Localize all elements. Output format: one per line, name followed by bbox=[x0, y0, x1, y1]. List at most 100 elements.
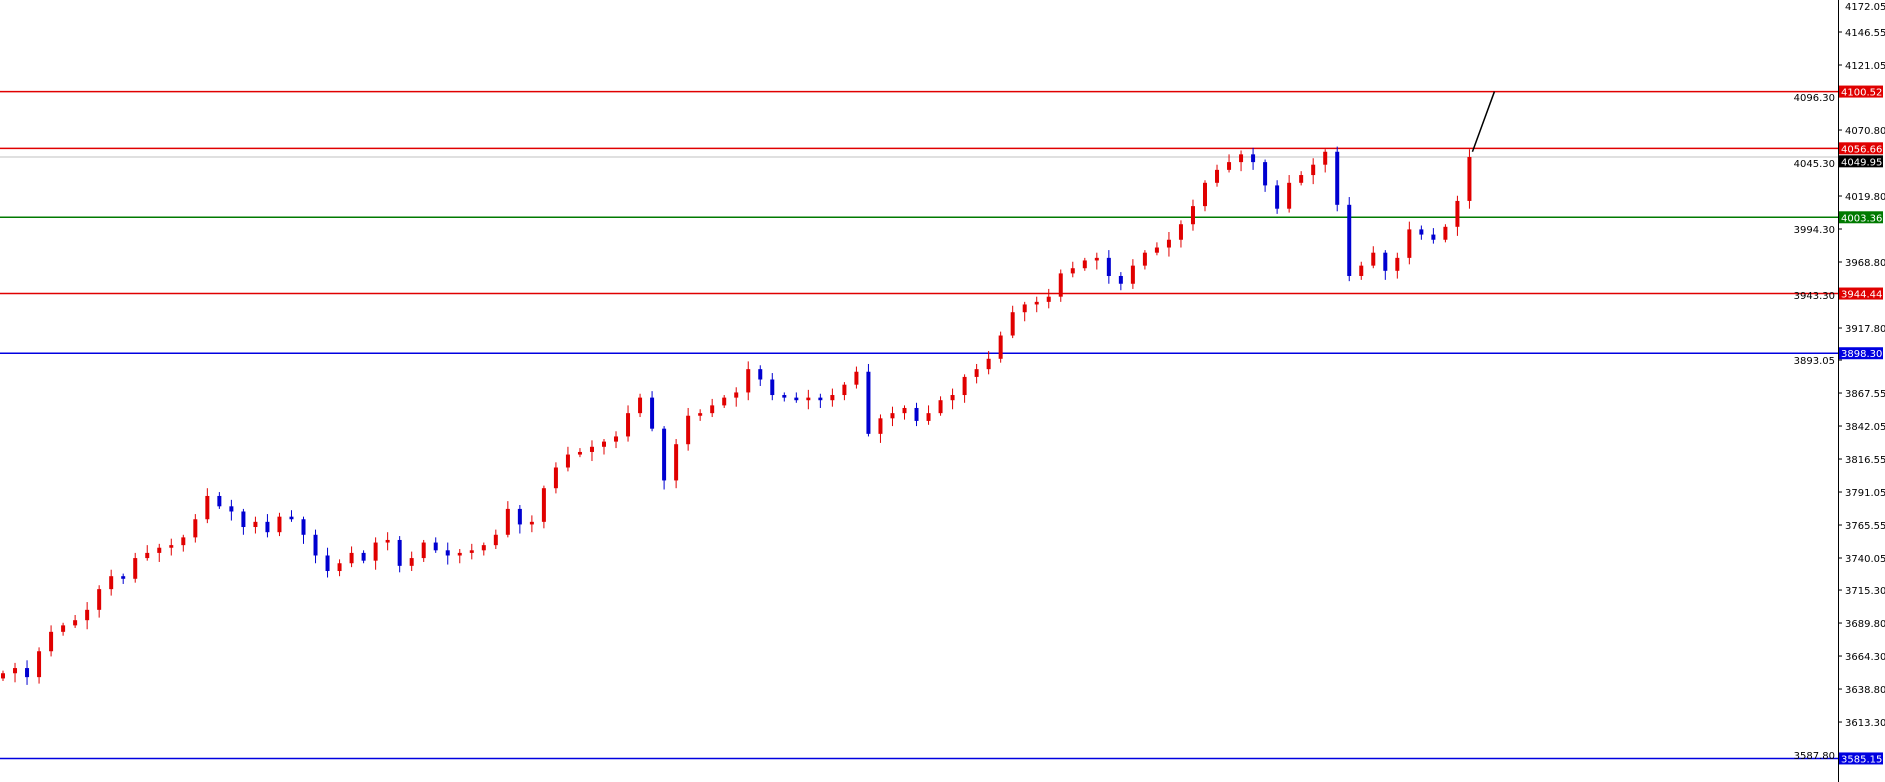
candle bbox=[1022, 301, 1027, 322]
candle bbox=[1311, 158, 1316, 185]
candle-body bbox=[373, 542, 378, 561]
candle bbox=[1263, 159, 1268, 192]
candle bbox=[121, 573, 126, 584]
candle bbox=[265, 514, 270, 538]
candle bbox=[205, 488, 210, 524]
candle bbox=[25, 660, 30, 685]
candle bbox=[1467, 149, 1472, 209]
candle-body bbox=[794, 397, 799, 401]
candle-body bbox=[301, 519, 306, 535]
candle-body bbox=[193, 519, 198, 538]
y-tick-label: 3842.05 bbox=[1845, 422, 1885, 433]
candle-body bbox=[553, 467, 558, 489]
candle bbox=[974, 363, 979, 384]
candle-body bbox=[433, 542, 438, 551]
candle bbox=[638, 393, 643, 418]
candle bbox=[553, 462, 558, 494]
candle-body bbox=[37, 651, 42, 678]
candle-body bbox=[577, 451, 582, 455]
candle bbox=[313, 529, 318, 564]
candle-body bbox=[505, 508, 510, 535]
candle bbox=[361, 550, 366, 564]
level-label: 3944.44 bbox=[1841, 290, 1882, 301]
candle bbox=[698, 409, 703, 421]
candle bbox=[385, 532, 390, 551]
candle bbox=[241, 508, 246, 535]
candle-body bbox=[493, 534, 498, 546]
candle bbox=[13, 662, 18, 683]
candle bbox=[505, 501, 510, 538]
candle-body bbox=[1455, 200, 1460, 227]
candle-body bbox=[1094, 257, 1099, 261]
candle-body bbox=[1383, 252, 1388, 271]
candle bbox=[938, 396, 943, 416]
candle-body bbox=[962, 376, 967, 396]
candle-body bbox=[686, 415, 691, 445]
candle-body bbox=[602, 441, 606, 447]
candle bbox=[1323, 149, 1328, 173]
candle-body bbox=[265, 521, 270, 533]
candle-body bbox=[1203, 182, 1207, 207]
candle-body bbox=[1239, 154, 1244, 163]
candle-body bbox=[1010, 312, 1015, 336]
candle bbox=[493, 529, 498, 550]
candle bbox=[193, 514, 198, 543]
candle-body bbox=[1166, 239, 1171, 248]
level-label: 4056.66 bbox=[1841, 144, 1882, 155]
candle-body bbox=[1443, 226, 1448, 240]
candle-body bbox=[1359, 265, 1364, 276]
candle-body bbox=[529, 521, 534, 525]
candle bbox=[1347, 197, 1352, 282]
candle-body bbox=[541, 488, 546, 522]
candle-body bbox=[806, 397, 811, 401]
candle bbox=[1251, 147, 1256, 170]
y-tick-label: 3816.55 bbox=[1845, 455, 1885, 466]
candle-body bbox=[409, 558, 414, 566]
level-label: 4003.36 bbox=[1841, 213, 1882, 224]
candles bbox=[1, 146, 1472, 685]
candle-body bbox=[61, 625, 66, 632]
candle-body bbox=[121, 576, 126, 579]
candle bbox=[445, 542, 450, 565]
candle-body bbox=[1311, 164, 1316, 176]
candle bbox=[1118, 272, 1123, 291]
candle bbox=[589, 440, 594, 462]
candle-body bbox=[289, 516, 294, 520]
candle-body bbox=[1467, 157, 1472, 201]
candle bbox=[998, 331, 1003, 363]
candle-body bbox=[565, 454, 570, 468]
candle-body bbox=[662, 428, 667, 481]
candle bbox=[1419, 225, 1424, 240]
candle bbox=[529, 515, 534, 533]
candle-body bbox=[133, 558, 138, 579]
level-label-box bbox=[1839, 85, 1883, 98]
level-label-box bbox=[1839, 752, 1883, 765]
candle-body bbox=[1287, 182, 1292, 209]
candle bbox=[37, 647, 42, 684]
price-axis[interactable] bbox=[1838, 0, 1885, 782]
candle bbox=[926, 405, 931, 425]
candle-body bbox=[445, 550, 450, 556]
candle-body bbox=[998, 335, 1003, 359]
candle-body bbox=[842, 384, 847, 396]
candle bbox=[1275, 180, 1280, 214]
candle-body bbox=[866, 371, 871, 434]
candle bbox=[1407, 221, 1412, 265]
candle bbox=[1142, 250, 1147, 270]
candle-body bbox=[746, 369, 751, 393]
candle-body bbox=[1419, 229, 1424, 235]
y-tick-label: 3740.05 bbox=[1845, 554, 1885, 565]
candle bbox=[1443, 224, 1448, 243]
level-label-box bbox=[1839, 211, 1883, 224]
candle-body bbox=[1070, 268, 1075, 274]
candle-body bbox=[1227, 162, 1232, 170]
candle bbox=[710, 398, 715, 418]
candle bbox=[1130, 259, 1135, 289]
candle bbox=[962, 374, 967, 403]
candle-body bbox=[469, 550, 474, 553]
candle-body bbox=[253, 521, 258, 528]
candle-body bbox=[614, 436, 619, 442]
candle-body bbox=[1022, 304, 1027, 313]
candle-body bbox=[914, 407, 919, 421]
